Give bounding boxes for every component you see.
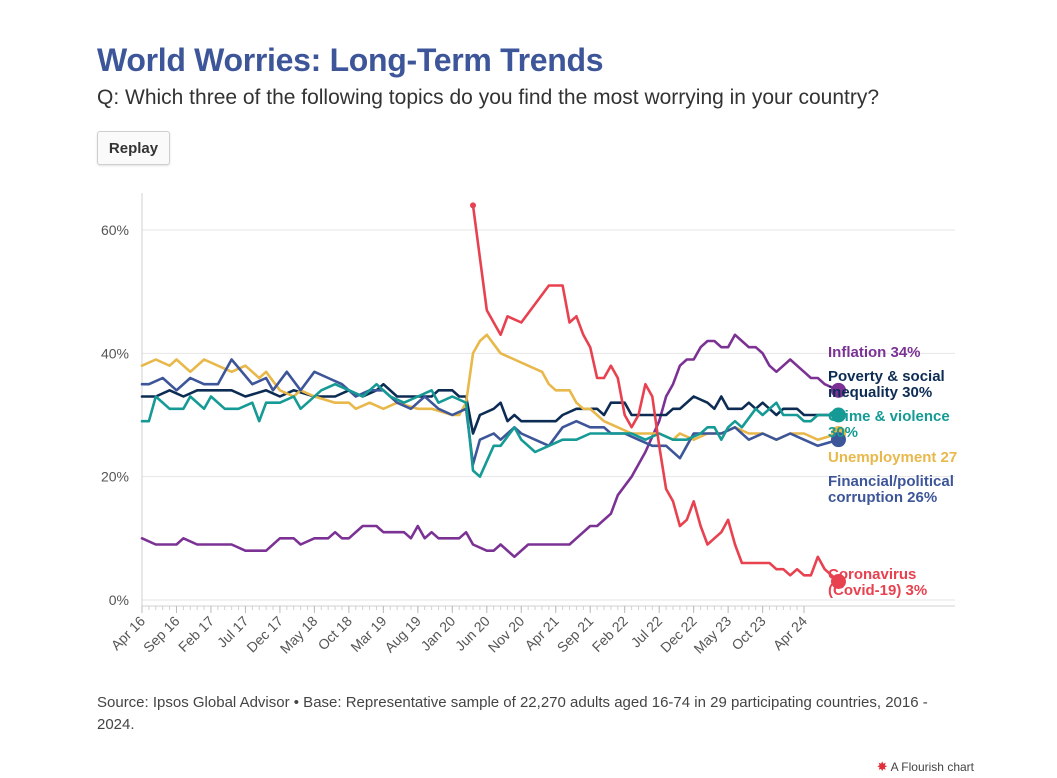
end-label-inflation: Inflation 34%	[828, 344, 921, 361]
end-label-corruption: corruption 26%	[828, 489, 937, 506]
x-tick-label: Jan 20	[417, 613, 458, 654]
replay-button[interactable]: Replay	[97, 131, 170, 165]
end-label-poverty: inequality 30%	[828, 384, 932, 401]
x-tick-label: Nov 20	[485, 613, 528, 656]
series-line-corruption[interactable]	[140, 358, 840, 466]
end-label-poverty: Poverty & social	[828, 368, 945, 385]
end-label-coronavirus: (Covid-19) 3%	[828, 582, 927, 599]
y-tick-label: 20%	[101, 469, 129, 485]
x-tick-label: Mar 19	[347, 613, 389, 655]
y-tick-label: 60%	[101, 222, 129, 238]
y-tick-label: 0%	[109, 592, 129, 608]
x-tick-label: Oct 23	[728, 613, 769, 654]
x-tick-label: Oct 18	[315, 613, 356, 654]
series-end-dot-corruption[interactable]	[830, 432, 846, 448]
flourish-logo-icon: ✸	[876, 759, 888, 774]
x-tick-label: Feb 22	[589, 613, 631, 655]
x-tick-label: Sep 21	[554, 613, 597, 656]
series-end-dot-crime[interactable]	[830, 407, 846, 423]
end-label-crime: 30%	[828, 424, 858, 441]
series-line-coronavirus[interactable]	[471, 204, 840, 583]
chart-title: World Worries: Long-Term Trends	[97, 42, 604, 78]
source-note: Source: Ipsos Global Advisor • Base: Rep…	[97, 694, 928, 733]
series-line-inflation[interactable]	[140, 333, 840, 559]
chart-subtitle: Q: Which three of the following topics d…	[97, 86, 880, 109]
end-label-corruption: Financial/political	[828, 473, 954, 490]
x-tick-label: Apr 24	[770, 613, 811, 654]
end-label-crime: Crime & violence	[828, 408, 950, 425]
flourish-credit[interactable]: ✸ A Flourish chart	[877, 759, 974, 775]
credit-text: A Flourish chart	[890, 760, 974, 774]
x-tick-label: May 18	[277, 613, 321, 657]
series-line-crime[interactable]	[140, 382, 840, 478]
series-lines	[140, 202, 846, 589]
x-tick-label: May 23	[690, 613, 734, 657]
series-end-dot-coronavirus[interactable]	[830, 574, 846, 589]
series-line-unemployment[interactable]	[140, 333, 840, 441]
series-line-poverty[interactable]	[140, 382, 840, 435]
x-tick-label: Feb 17	[175, 613, 217, 655]
x-tick-label: Sep 16	[140, 613, 183, 656]
y-tick-label: 40%	[101, 345, 129, 361]
end-label-unemployment: Unemployment 27	[828, 449, 957, 466]
series-end-dot-inflation[interactable]	[830, 382, 846, 398]
end-label-coronavirus: Coronavirus	[828, 566, 916, 583]
grid-lines	[142, 229, 955, 601]
end-labels: Inflation 34% Poverty & socialinequality …	[828, 344, 957, 599]
x-tick-label: Aug 19	[381, 613, 424, 656]
series-start-dot-coronavirus	[470, 202, 476, 209]
